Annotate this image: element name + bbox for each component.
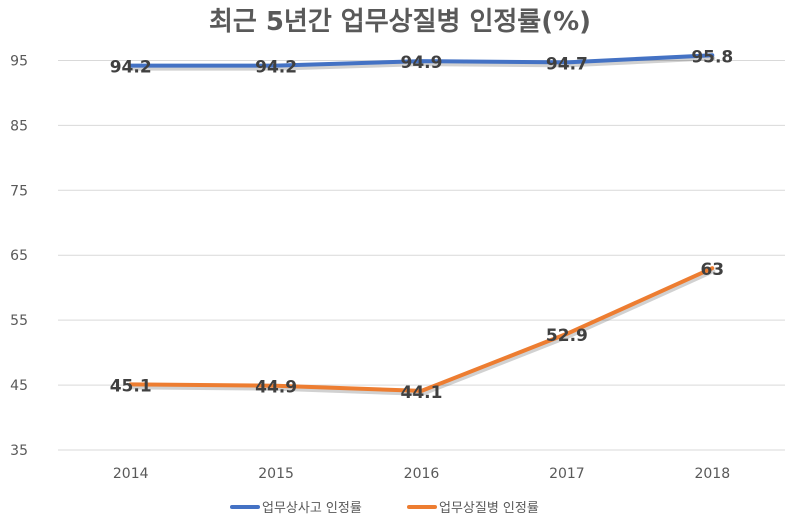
data-label: 94.7: [546, 54, 588, 74]
series-line-shadow: [129, 269, 716, 396]
y-axis: 35 45 55 65 75 85 95: [10, 53, 28, 459]
data-label: 94.2: [255, 58, 297, 78]
series-line-shadow: [129, 56, 716, 71]
chart-title: 최근 5년간 업무상질병 인정률(%): [209, 7, 591, 37]
y-tick-label: 65: [10, 248, 28, 264]
data-label: 45.1: [110, 376, 152, 396]
data-label: 95.8: [691, 47, 733, 67]
data-label: 44.9: [255, 378, 297, 398]
x-axis: 2014 2015 2016 2017 2018: [113, 466, 730, 482]
legend: 업무상사고 인정률 업무상질병 인정률: [230, 501, 539, 516]
x-tick-label: 2016: [404, 466, 440, 482]
x-tick-label: 2018: [694, 466, 730, 482]
x-tick-label: 2017: [549, 466, 585, 482]
data-label: 94.2: [110, 58, 152, 78]
data-label: 63: [700, 260, 724, 280]
data-label: 52.9: [546, 326, 588, 346]
series-line-2: [128, 266, 715, 393]
data-labels: 94.2 94.2 94.9 94.7 95.8 45.1 44.9 44.1 52.9 63: [110, 47, 734, 403]
legend-label: 업무상질병 인정률: [439, 501, 539, 516]
y-tick-label: 95: [10, 53, 28, 69]
y-tick-label: 45: [10, 378, 28, 394]
data-label: 44.1: [401, 383, 443, 403]
x-tick-label: 2014: [113, 466, 149, 482]
data-label: 94.9: [401, 53, 443, 73]
plot-series: [128, 53, 716, 396]
legend-label: 업무상사고 인정률: [262, 501, 362, 516]
y-tick-label: 85: [10, 118, 28, 134]
y-tick-label: 35: [10, 443, 28, 459]
y-tick-label: 55: [10, 313, 28, 329]
x-tick-label: 2015: [258, 466, 294, 482]
y-tick-label: 75: [10, 183, 28, 199]
